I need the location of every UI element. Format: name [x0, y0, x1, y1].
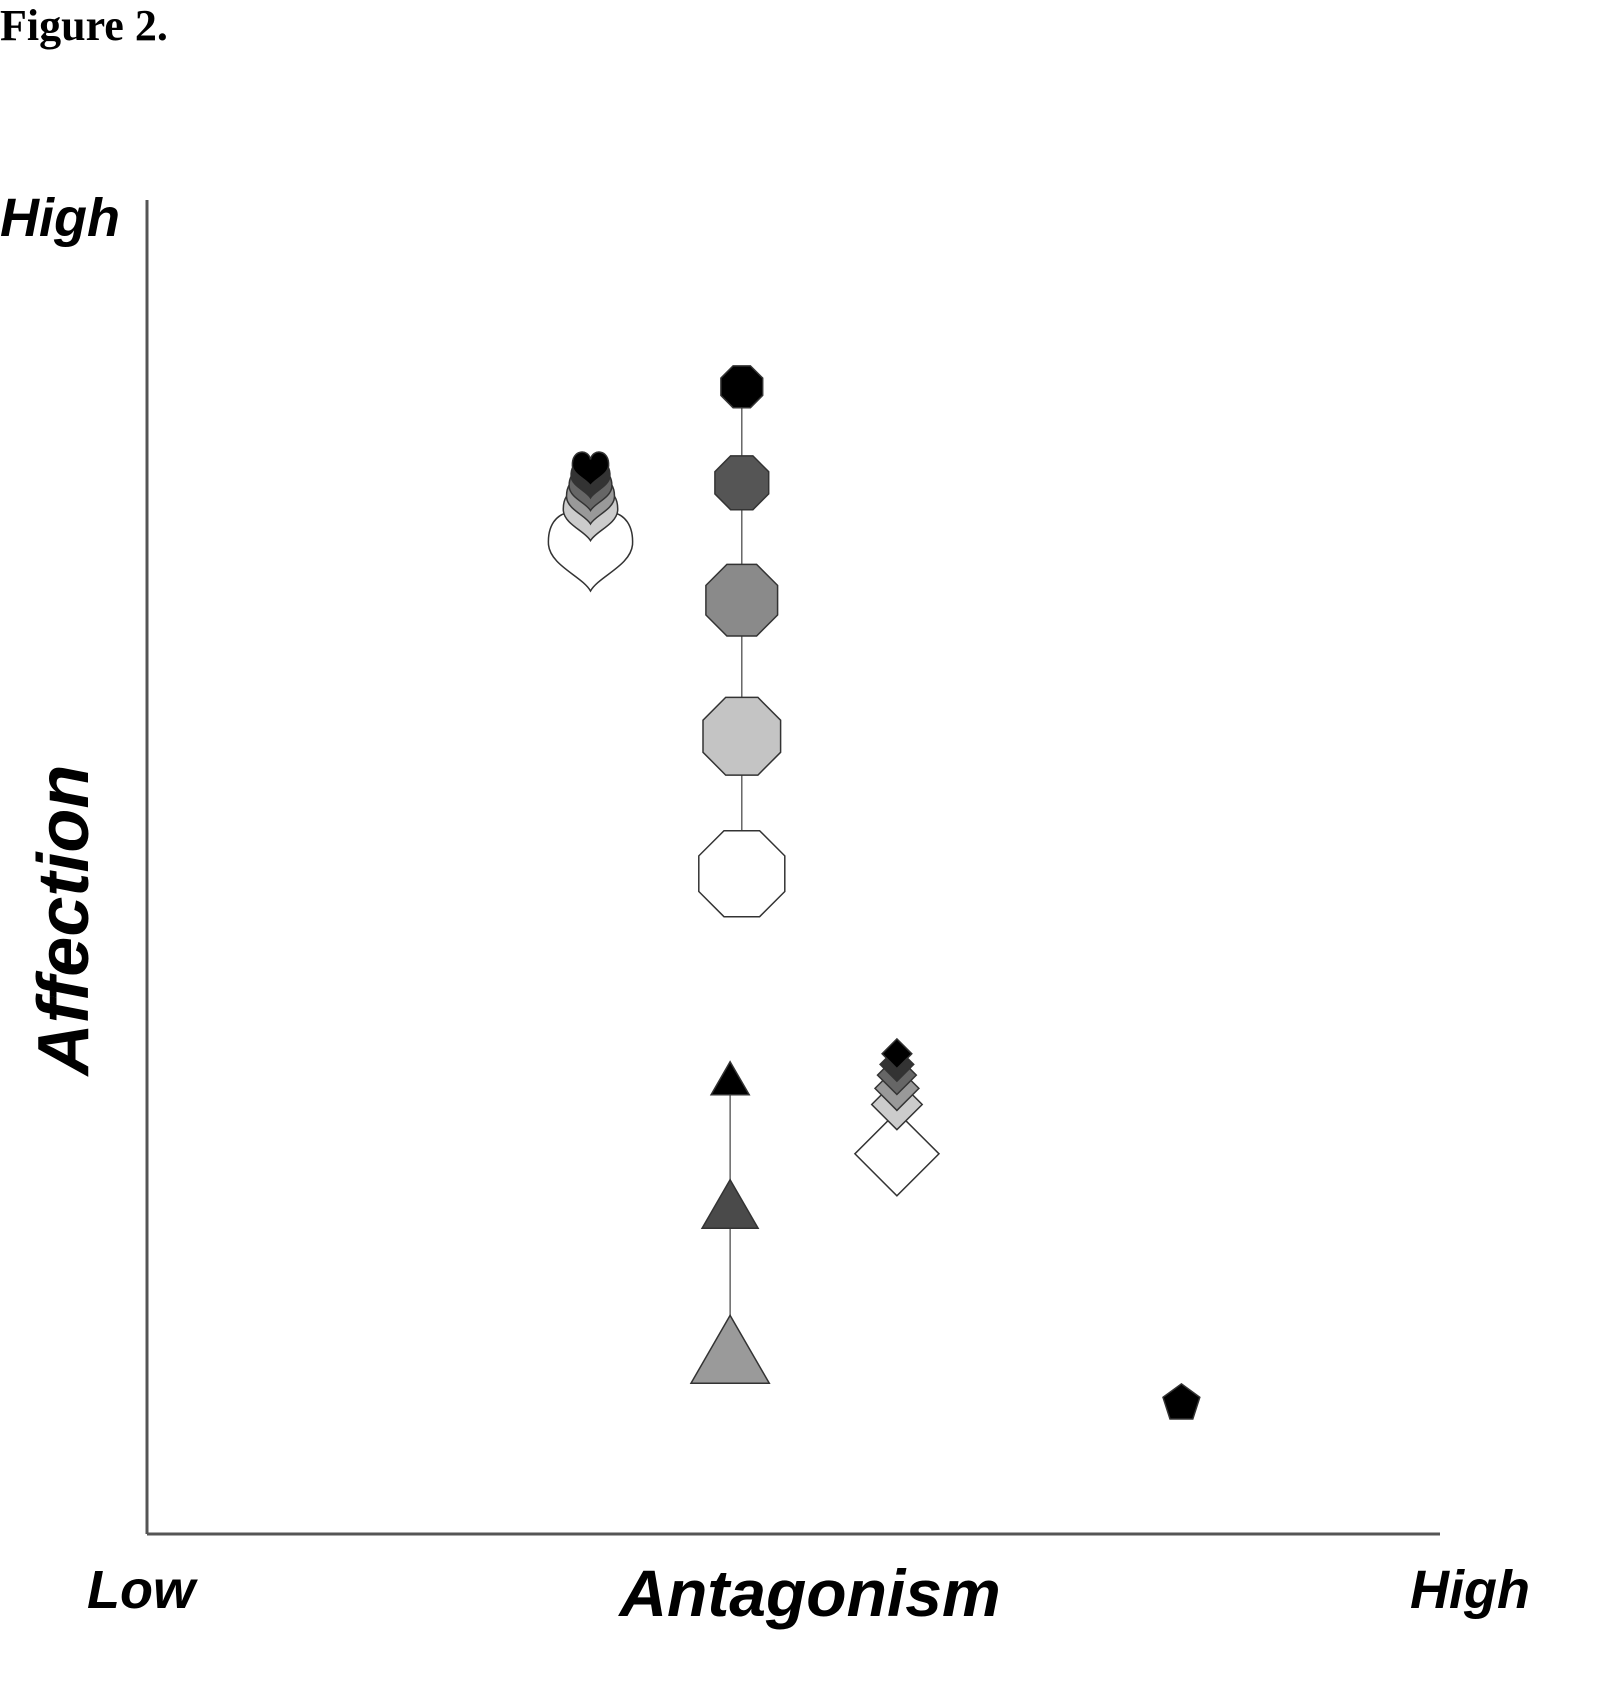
- triangle-marker-2: [700, 1178, 760, 1229]
- figure-label: Figure 2.: [0, 1, 168, 50]
- diamond-marker-6: [853, 1110, 941, 1197]
- x-axis-label: Antagonism: [617, 1556, 1000, 1630]
- heart-marker-6: [547, 511, 634, 593]
- x-high-label: High: [1410, 1560, 1530, 1620]
- triangle-marker-3: [689, 1313, 771, 1385]
- diamond-marker-1: [881, 1037, 913, 1070]
- octagon-marker-4: [702, 696, 782, 776]
- octagon-marker-3: [705, 563, 779, 637]
- y-high-label: High: [0, 188, 120, 248]
- x-low-label: Low: [87, 1560, 198, 1620]
- octagon-marker-2: [714, 455, 770, 511]
- heart-marker-1: [571, 451, 610, 488]
- octagon-marker-5: [698, 829, 786, 918]
- y-axis-label: Affection: [24, 765, 104, 1078]
- triangle-marker-1: [709, 1060, 751, 1096]
- octagon-marker-1: [720, 365, 764, 409]
- pentagon-marker-1: [1162, 1382, 1201, 1420]
